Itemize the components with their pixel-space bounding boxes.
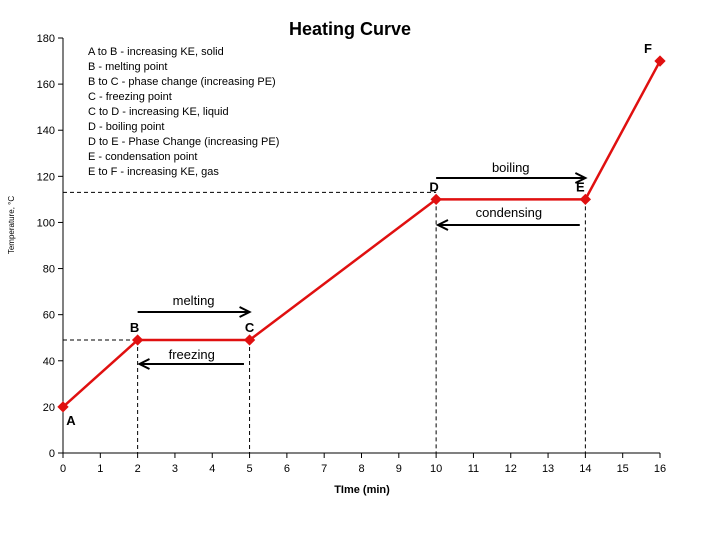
point-label-A: A	[66, 413, 76, 428]
x-tick-label: 14	[579, 463, 591, 475]
legend-line: E - condensation point	[88, 151, 197, 163]
legend-line: B - melting point	[88, 61, 167, 73]
point-label-F: F	[644, 41, 652, 56]
point-E	[579, 193, 592, 206]
phase-arrows: melting freezing boiling condensing	[137, 160, 588, 370]
point-B	[131, 334, 144, 346]
x-axis: 0 1 2 3 4 5 6 7 8 9 10 11 12 13 14 15 16	[60, 452, 666, 475]
series-line	[62, 60, 662, 408]
x-tick-label: 15	[617, 463, 629, 475]
x-tick-label: 5	[247, 463, 253, 475]
point-C	[243, 334, 256, 346]
series-heating	[62, 60, 662, 408]
arrow-freezing-head	[137, 358, 150, 370]
x-tick-label: 13	[542, 463, 554, 475]
x-tick-label: 12	[505, 463, 517, 475]
x-tick-label: 16	[654, 463, 666, 475]
y-tick-label: 40	[43, 356, 55, 368]
arrow-condensing-head	[435, 219, 449, 231]
y-tick-label: 140	[37, 125, 55, 137]
arrow-condensing: condensing	[435, 205, 580, 231]
guide-lines	[63, 191, 586, 453]
point-label-C: C	[245, 320, 255, 335]
legend-line: D - boiling point	[88, 121, 164, 133]
x-tick-label: 8	[358, 463, 364, 475]
arrow-boiling-label: boiling	[492, 160, 530, 175]
arrow-melting-head	[239, 306, 252, 318]
x-tick-label: 11	[468, 463, 479, 475]
arrow-freezing: freezing	[137, 347, 244, 370]
y-tick-label: 120	[37, 171, 55, 183]
data-points: A B C D E F	[57, 41, 666, 428]
arrow-boiling-head	[574, 172, 588, 184]
y-axis: 0 20 40 60 80 100 120 140 160 180	[37, 33, 64, 460]
legend-line: B to C - phase change (increasing PE)	[88, 76, 276, 88]
point-D	[430, 193, 442, 206]
legend-line: D to E - Phase Change (increasing PE)	[88, 136, 279, 148]
x-tick-label: 9	[396, 463, 402, 475]
legend-line: E to F - increasing KE, gas	[88, 166, 219, 178]
point-label-B: B	[130, 320, 139, 335]
y-tick-label: 0	[49, 448, 55, 460]
y-tick-label: 160	[37, 79, 55, 91]
legend: A to B - increasing KE, solid B - melting…	[88, 46, 279, 178]
y-tick-label: 100	[37, 217, 55, 229]
point-label-D: D	[429, 179, 438, 194]
x-tick-label: 1	[97, 463, 103, 475]
chart-title: Heating Curve	[289, 19, 411, 39]
x-axis-label: TIme (min)	[334, 484, 390, 496]
legend-line: A to B - increasing KE, solid	[88, 46, 224, 58]
legend-line: C - freezing point	[88, 91, 172, 103]
point-F	[654, 55, 666, 67]
y-tick-label: 60	[43, 310, 55, 322]
arrow-melting-label: melting	[173, 293, 215, 308]
x-tick-label: 7	[321, 463, 327, 475]
x-tick-label: 2	[135, 463, 141, 475]
arrow-melting: melting	[137, 293, 252, 318]
arrow-condensing-label: condensing	[476, 205, 543, 220]
x-tick-label: 4	[209, 463, 215, 475]
arrow-boiling: boiling	[436, 160, 588, 184]
legend-line: C to D - increasing KE, liquid	[88, 106, 229, 118]
x-tick-label: 3	[172, 463, 178, 475]
y-axis-label: Temperature, °C	[7, 196, 16, 255]
y-tick-label: 180	[37, 33, 55, 45]
point-label-E: E	[576, 179, 585, 194]
x-tick-label: 10	[430, 463, 442, 475]
y-tick-label: 80	[43, 264, 55, 276]
arrow-freezing-label: freezing	[169, 347, 215, 362]
x-tick-label: 0	[60, 463, 66, 475]
x-tick-label: 6	[284, 463, 290, 475]
y-tick-label: 20	[43, 402, 55, 414]
